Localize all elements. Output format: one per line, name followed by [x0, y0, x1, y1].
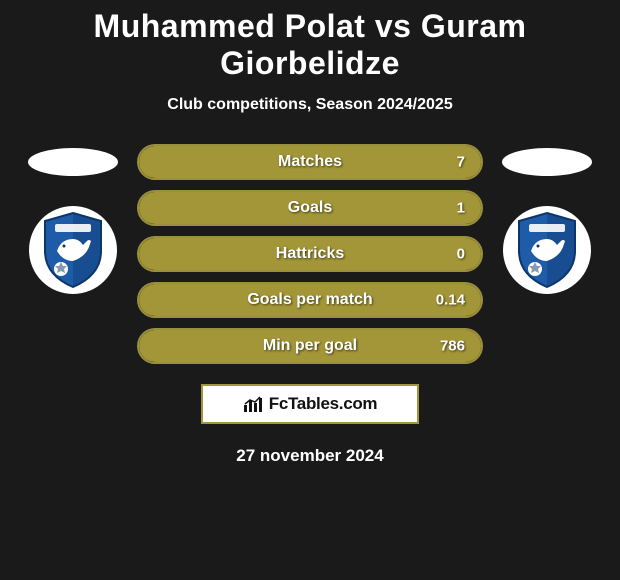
club-badge-right	[503, 206, 591, 294]
stat-label: Hattricks	[276, 245, 344, 263]
player-avatar-left	[28, 148, 118, 176]
brand-text: FcTables.com	[269, 394, 378, 414]
comparison-infographic: Muhammed Polat vs Guram Giorbelidze Club…	[0, 0, 620, 466]
main-row: Matches 7 Goals 1 Hattricks 0 Goals per …	[0, 144, 620, 364]
club-crest-icon	[39, 211, 107, 289]
club-crest-icon	[513, 211, 581, 289]
stat-value: 786	[440, 338, 465, 355]
stats-column: Matches 7 Goals 1 Hattricks 0 Goals per …	[137, 144, 483, 364]
player-avatar-right	[502, 148, 592, 176]
stat-value: 0	[457, 246, 465, 263]
stat-bar-goals-per-match: Goals per match 0.14	[137, 282, 483, 318]
stat-bar-min-per-goal: Min per goal 786	[137, 328, 483, 364]
left-player-col	[23, 144, 123, 294]
stat-bar-matches: Matches 7	[137, 144, 483, 180]
stat-bar-goals: Goals 1	[137, 190, 483, 226]
stat-value: 1	[457, 200, 465, 217]
stat-bar-hattricks: Hattricks 0	[137, 236, 483, 272]
date-text: 27 november 2024	[0, 446, 620, 466]
right-player-col	[497, 144, 597, 294]
brand-box[interactable]: FcTables.com	[201, 384, 419, 424]
stat-label: Min per goal	[263, 337, 357, 355]
chart-icon	[243, 395, 265, 413]
stat-label: Goals	[288, 199, 332, 217]
page-title: Muhammed Polat vs Guram Giorbelidze	[0, 8, 620, 82]
stat-value: 0.14	[436, 292, 465, 309]
stat-value: 7	[457, 154, 465, 171]
stat-label: Goals per match	[247, 291, 372, 309]
club-badge-left	[29, 206, 117, 294]
subtitle: Club competitions, Season 2024/2025	[0, 96, 620, 114]
stat-label: Matches	[278, 153, 342, 171]
